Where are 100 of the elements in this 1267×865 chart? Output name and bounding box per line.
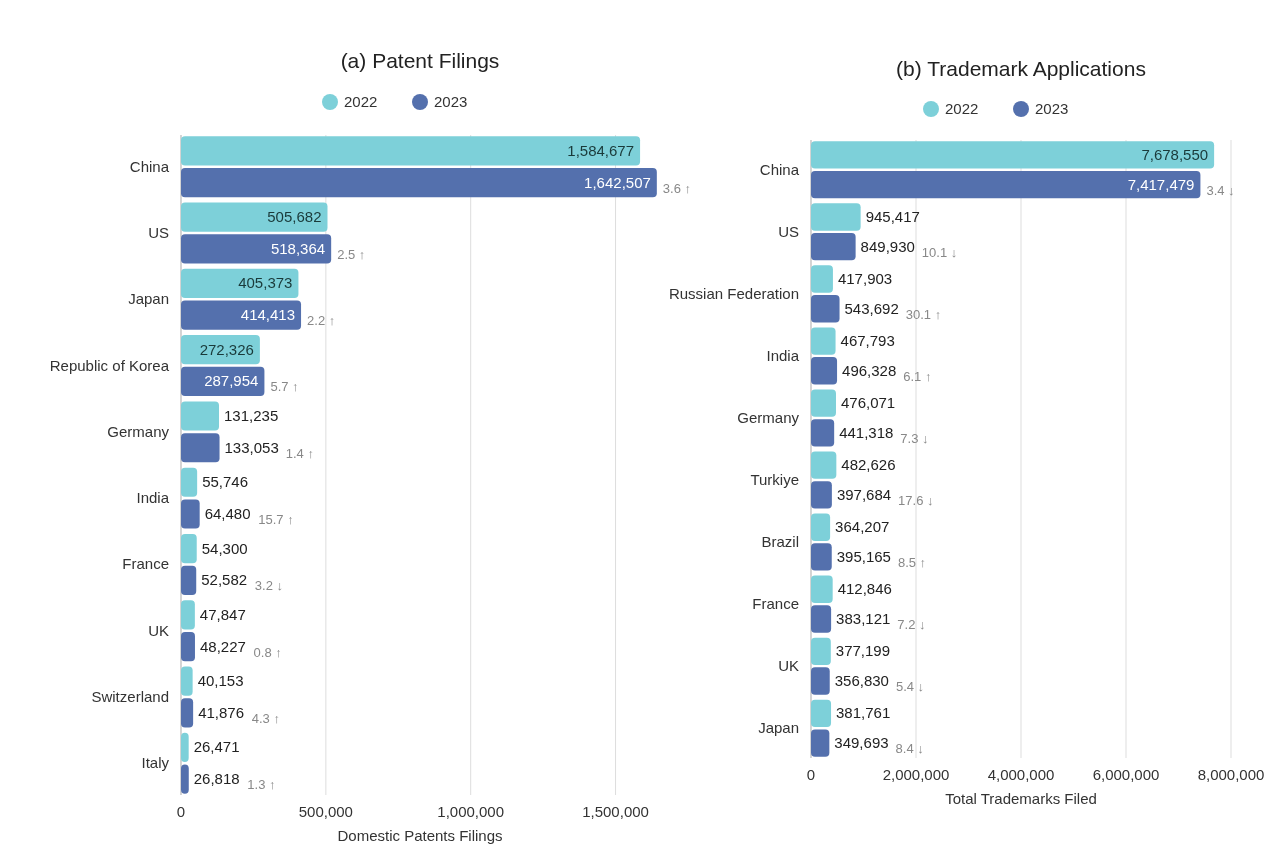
bar [811, 203, 861, 231]
data-label: 133,053 [224, 438, 279, 456]
y-tick-label: Germany [737, 408, 800, 426]
x-tick-label: 0 [806, 766, 816, 783]
x-tick-label: 1,500,000 [582, 803, 649, 820]
annotation: 7.2 ↓ [897, 616, 926, 632]
bar [181, 565, 197, 595]
data-label: 397,684 [836, 485, 892, 503]
data-label: 55,746 [202, 473, 249, 491]
bar [811, 327, 836, 355]
bar [811, 667, 830, 695]
annotation: 5.7 ↑ [270, 379, 299, 395]
annotation: 3.4 ↓ [1206, 182, 1235, 198]
data-label: 131,235 [224, 406, 279, 424]
data-label: 356,830 [834, 672, 889, 690]
x-axis-title: Total Trademarks Filed [945, 790, 1097, 807]
x-axis-title: Domestic Patents Filings [337, 827, 503, 844]
x-tick-label: 1,000,000 [437, 803, 505, 820]
chart-title: (b) Trademark Applications [896, 57, 1146, 80]
bar [811, 233, 856, 261]
bar [811, 141, 1215, 169]
data-label: 48,227 [199, 637, 246, 655]
x-tick-label: 2,000,000 [882, 766, 950, 783]
bar [811, 637, 831, 665]
bar [811, 605, 832, 633]
bar [811, 419, 835, 447]
data-label: 482,626 [841, 456, 896, 474]
data-label: 54,300 [201, 539, 248, 557]
data-label: 287,954 [204, 372, 259, 390]
bar [181, 499, 200, 529]
bar [181, 268, 299, 299]
data-label: 364,207 [835, 518, 890, 536]
data-label: 1,642,507 [584, 173, 651, 191]
data-label: 26,818 [193, 770, 240, 788]
y-tick-label: China [129, 157, 170, 175]
annotation: 2.5 ↑ [337, 246, 366, 262]
x-tick-label: 6,000,000 [1092, 766, 1160, 783]
data-label: 47,847 [199, 605, 246, 623]
data-label: 505,682 [267, 208, 322, 226]
data-label: 41,876 [198, 703, 245, 721]
annotation: 10.1 ↓ [921, 244, 958, 260]
data-label: 496,328 [842, 361, 897, 379]
bar [181, 401, 220, 431]
annotation: 15.7 ↑ [258, 512, 294, 528]
legend-label: 2022 [945, 100, 979, 117]
bar [811, 357, 838, 385]
data-label: 1,584,677 [567, 141, 635, 159]
annotation: 7.3 ↓ [900, 430, 929, 446]
bar [811, 451, 837, 479]
data-label: 414,413 [240, 306, 296, 324]
data-label: 412,846 [837, 580, 892, 598]
data-label: 417,903 [837, 270, 893, 288]
bar [811, 265, 833, 293]
y-tick-label: UK [778, 657, 799, 675]
y-tick-label: France [122, 555, 169, 573]
bar [181, 433, 220, 463]
bar [811, 513, 831, 541]
bar [811, 389, 836, 417]
bar [811, 481, 832, 509]
data-label: 349,693 [834, 734, 889, 752]
data-label: 476,071 [840, 394, 896, 412]
y-tick-label: Japan [758, 719, 799, 737]
annotation: 3.2 ↓ [254, 578, 284, 594]
annotation: 1.3 ↑ [247, 777, 276, 793]
y-tick-label: India [136, 489, 170, 507]
y-tick-label: France [752, 595, 799, 613]
annotation: 2.2 ↑ [307, 313, 336, 329]
data-label: 40,153 [197, 672, 244, 690]
data-label: 945,417 [865, 207, 920, 225]
bar [181, 600, 195, 630]
data-label: 381,761 [836, 704, 891, 722]
y-tick-label: Switzerland [91, 687, 169, 705]
bar [181, 168, 657, 198]
y-tick-label: Russian Federation [668, 284, 799, 302]
y-tick-label: India [766, 346, 800, 364]
y-tick-label: China [759, 160, 800, 178]
data-label: 7,417,479 [1127, 175, 1195, 193]
legend-label: 2023 [1035, 100, 1069, 117]
data-label: 441,318 [839, 423, 894, 441]
bar [811, 543, 832, 571]
bar [811, 295, 840, 323]
y-tick-label: Republic of Korea [49, 356, 170, 374]
x-tick-label: 500,000 [298, 803, 353, 820]
bar [181, 764, 189, 794]
y-tick-label: Italy [141, 754, 170, 772]
bar [181, 698, 194, 728]
data-label: 849,930 [860, 237, 915, 255]
data-label: 543,692 [844, 299, 899, 317]
bar [181, 202, 328, 232]
data-label: 518,364 [270, 239, 326, 257]
annotation: 0.8 ↑ [253, 644, 282, 660]
y-tick-label: Brazil [761, 533, 799, 551]
bar [181, 666, 193, 696]
annotation: 8.4 ↓ [895, 741, 924, 757]
y-tick-label: US [778, 222, 799, 240]
bar [811, 575, 833, 603]
bar [181, 533, 197, 564]
y-tick-label: Japan [128, 290, 169, 308]
data-label: 64,480 [204, 505, 251, 523]
bar [181, 467, 198, 497]
